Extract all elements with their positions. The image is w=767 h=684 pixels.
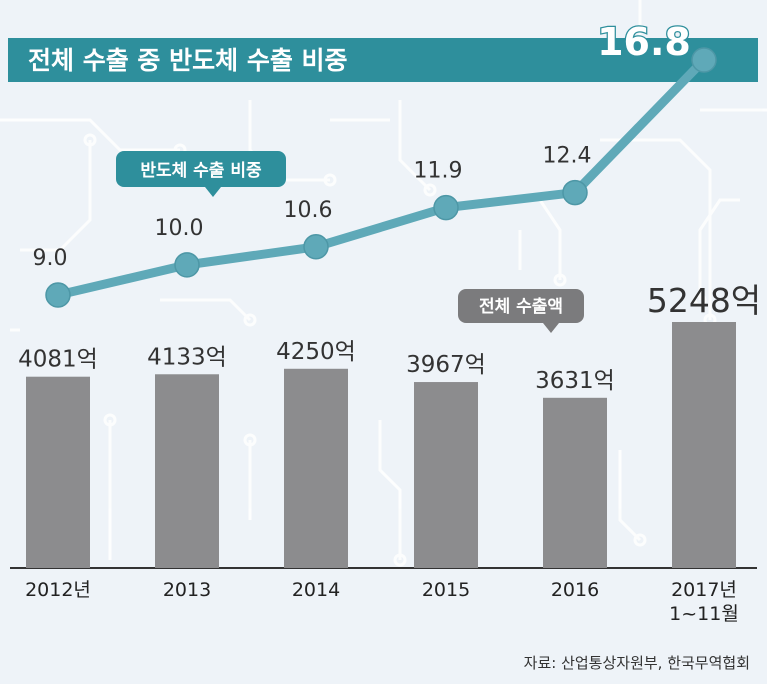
- line-series: [45, 47, 717, 308]
- circuit-node: [693, 293, 707, 307]
- line-callout-pointer: [205, 187, 221, 197]
- circuit-trace: [378, 420, 402, 560]
- bar-value-labels: 4081억 4133억 4250억 3967억 3631억 5248억: [18, 281, 761, 394]
- line-point: [562, 179, 588, 206]
- circuit-node: [83, 133, 97, 147]
- x-tick-label: 2012년: [25, 579, 91, 601]
- x-tick-label: 2014: [292, 579, 340, 601]
- bar-value-label: 4081억: [18, 347, 98, 373]
- line-value-label: 10.6: [284, 198, 333, 223]
- bar-callout-text: 전체 수출액: [479, 297, 563, 317]
- x-tick-label: 2015: [422, 579, 470, 601]
- circuit-node: [243, 433, 257, 447]
- circuit-node: [243, 313, 257, 327]
- bar: [414, 382, 478, 568]
- circuit-background: [0, 0, 767, 567]
- bar-value-label: 4250억: [276, 339, 356, 365]
- bar-callout-box: [458, 289, 584, 323]
- title-banner: [8, 38, 758, 82]
- circuit-trace: [0, 118, 180, 152]
- bar: [284, 368, 348, 568]
- circuit-node: [423, 183, 437, 197]
- bar: [543, 397, 607, 568]
- line-point: [691, 47, 717, 73]
- line-value-label: 9.0: [33, 246, 68, 271]
- circuit-node: [103, 413, 117, 427]
- bar: [155, 374, 219, 568]
- circuit-trace: [160, 298, 252, 322]
- line-point: [45, 282, 71, 308]
- line-value-label: 16.8: [597, 20, 691, 64]
- line-point: [303, 234, 329, 260]
- line-point: [433, 194, 459, 221]
- bar-value-label: 4133억: [147, 344, 227, 370]
- bar-value-label: 3631억: [535, 368, 615, 394]
- bar-series: [26, 322, 736, 568]
- line-legend-callout: 반도체 수출 비중: [116, 151, 286, 197]
- x-tick-labels: 2012년 2013 2014 2015 2016 2017년 1~11월: [25, 579, 739, 625]
- circuit-node: [553, 273, 567, 287]
- bar-value-label: 5248억: [647, 281, 761, 320]
- line-value-label: 12.4: [543, 144, 592, 169]
- circuit-trace: [618, 450, 642, 542]
- bar-callout-pointer: [543, 323, 559, 333]
- chart-title: 전체 수출 중 반도체 수출 비중: [28, 46, 348, 75]
- line-path: [56, 56, 708, 300]
- x-tick-label: 2016: [551, 579, 599, 601]
- circuit-trace: [600, 138, 712, 320]
- x-tick-label: 2013: [163, 579, 211, 601]
- bar-legend-callout: 전체 수출액: [458, 289, 584, 333]
- circuit-trace: [398, 100, 432, 192]
- line-value-labels: 9.0 10.0 10.6 11.9 12.4 16.8: [33, 19, 693, 271]
- line-value-label: 11.9: [414, 159, 463, 184]
- bar: [672, 322, 736, 568]
- line-value-label: 10.0: [155, 216, 204, 241]
- line-callout-text: 반도체 수출 비중: [140, 161, 262, 181]
- line-point: [174, 252, 200, 278]
- x-tick-label: 2017년 1~11월: [669, 579, 739, 625]
- circuit-node: [393, 553, 407, 567]
- circuit-node: [323, 173, 337, 187]
- bar: [26, 376, 90, 568]
- source-note: 자료: 산업통상자원부, 한국무역협회: [524, 654, 750, 672]
- bar-value-label: 3967억: [406, 352, 486, 378]
- circuit-node: [633, 533, 647, 547]
- line-callout-box: [116, 151, 286, 187]
- circuit-trace: [20, 140, 92, 252]
- circuit-trace: [698, 198, 740, 300]
